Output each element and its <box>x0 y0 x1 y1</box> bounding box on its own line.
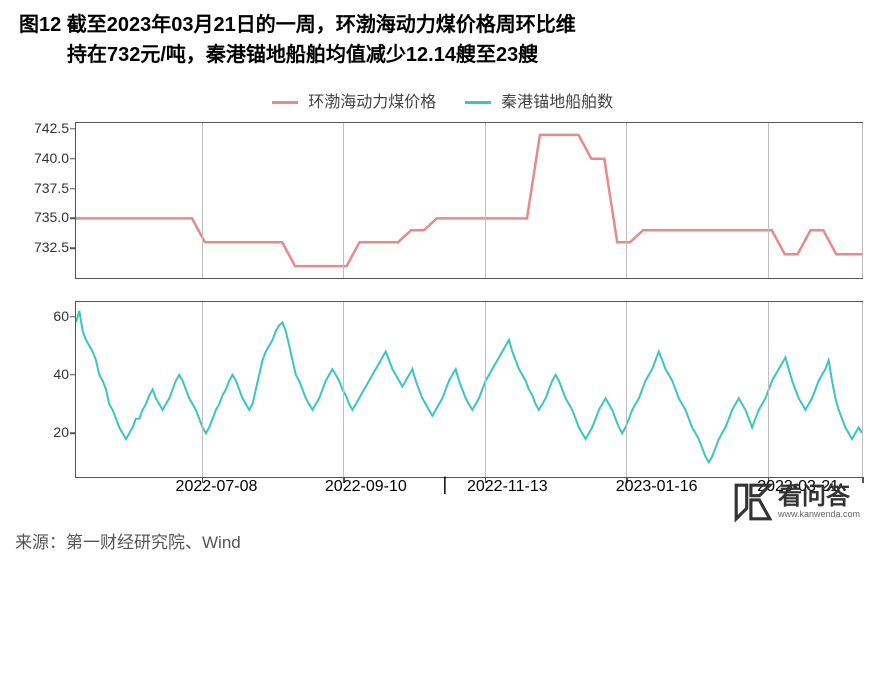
y-tick-label: 740.0 <box>34 150 69 166</box>
charts-area: 732.5 735.0 737.5 740.0 742.5 20 40 60 2022-07… <box>23 122 863 500</box>
top-line-svg <box>76 123 862 278</box>
chart-title: 图12 截至2023年03月21日的一周，环渤海动力煤价格周环比维 持在732元… <box>15 10 870 70</box>
y-tick-label: 737.5 <box>34 180 69 196</box>
bottom-y-axis: 20 40 60 <box>23 301 75 476</box>
cursor-mark: | <box>443 474 448 495</box>
y-tick-label: 20 <box>53 424 69 440</box>
watermark-sub: www.kanwenda.com <box>778 509 860 519</box>
watermark-text: 看问答 <box>778 485 860 509</box>
x-tick-label: 2022-09-10 <box>325 478 407 496</box>
source-text: 来源：第一财经研究院、Wind <box>15 528 870 553</box>
bottom-plot <box>75 301 863 478</box>
y-tick-label: 60 <box>53 308 69 324</box>
y-tick-label: 732.5 <box>34 239 69 255</box>
legend-item-coal-price: 环渤海动力煤价格 <box>272 88 436 112</box>
bottom-chart-row: 20 40 60 <box>23 301 863 478</box>
legend-swatch-1 <box>272 101 298 104</box>
legend-swatch-2 <box>465 101 491 104</box>
legend: 环渤海动力煤价格 秦港锚地船舶数 <box>15 88 870 112</box>
bottom-line-svg <box>76 302 862 477</box>
figure-container: 图12 截至2023年03月21日的一周，环渤海动力煤价格周环比维 持在732元… <box>15 10 870 553</box>
title-line-2: 持在732元/吨，秦港锚地船舶均值减少12.14艘至23艘 <box>19 40 850 70</box>
top-plot <box>75 122 863 279</box>
x-tick-label: 2023-01-16 <box>616 478 698 496</box>
x-tick-label: 2022-07-08 <box>176 478 258 496</box>
y-tick-label: 40 <box>53 366 69 382</box>
legend-label-2: 秦港锚地船舶数 <box>501 94 613 111</box>
watermark: 看问答 www.kanwenda.com <box>732 481 860 523</box>
legend-label-1: 环渤海动力煤价格 <box>308 94 436 111</box>
y-tick-label: 742.5 <box>34 120 69 136</box>
top-y-axis: 732.5 735.0 737.5 740.0 742.5 <box>23 122 75 277</box>
x-tick-label: 2022-11-13 <box>467 478 548 496</box>
y-tick-label: 735.0 <box>34 209 69 225</box>
legend-item-ship-count: 秦港锚地船舶数 <box>465 88 613 112</box>
title-line-1: 图12 截至2023年03月21日的一周，环渤海动力煤价格周环比维 <box>19 14 576 36</box>
top-chart-row: 732.5 735.0 737.5 740.0 742.5 <box>23 122 863 279</box>
watermark-logo-icon <box>732 481 774 523</box>
